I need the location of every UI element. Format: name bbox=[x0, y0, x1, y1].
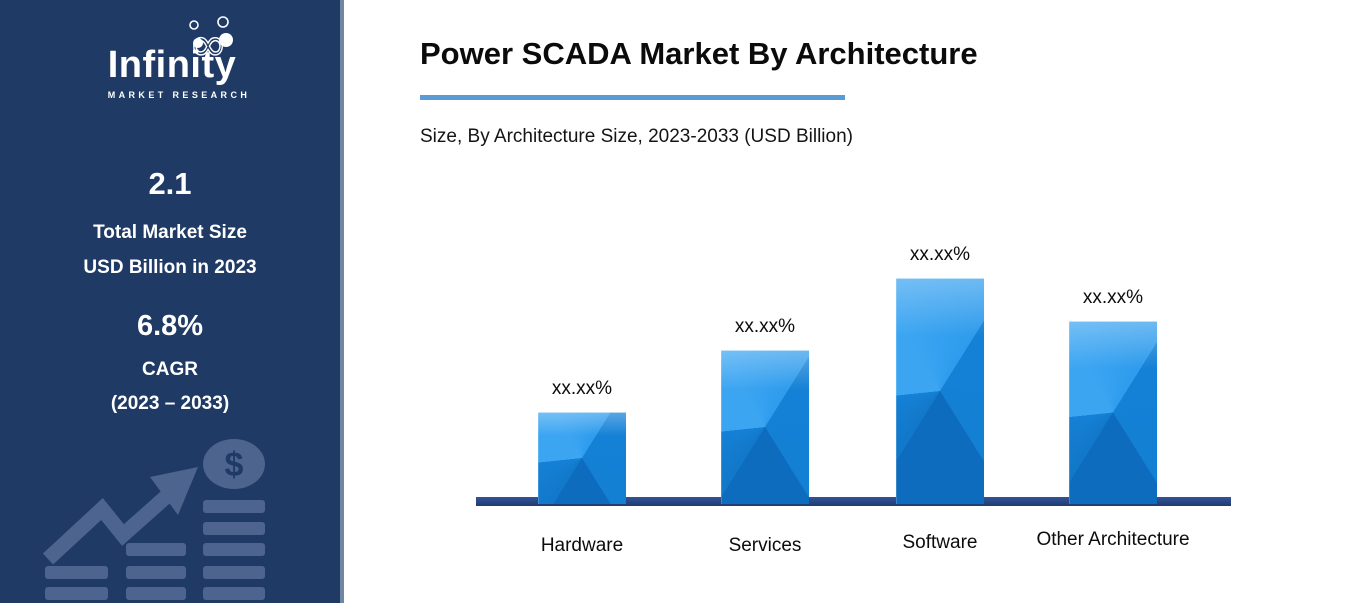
bar-group-services: xx.xx% bbox=[721, 316, 809, 504]
bar-chart: xx.xx% Hardware xx.xx% Services xx.xx% Softwa… bbox=[420, 230, 1280, 575]
category-label-software: Software bbox=[902, 532, 978, 553]
cagr-period: (2023 – 2033) bbox=[110, 393, 230, 414]
bar-services bbox=[721, 350, 809, 504]
growth-chart-dollar-icon: $ bbox=[42, 439, 265, 600]
category-label-services: Services bbox=[728, 535, 802, 556]
market-size-label-line1: Total Market Size bbox=[93, 222, 247, 243]
bar-value-label-hardware: xx.xx% bbox=[551, 378, 613, 399]
bar-group-hardware: xx.xx% bbox=[538, 378, 626, 504]
svg-text:$: $ bbox=[225, 446, 244, 484]
bar-group-other-architecture: xx.xx% bbox=[1069, 287, 1157, 504]
category-label-other-architecture: Other Architecture bbox=[1036, 529, 1190, 550]
page-title: Power SCADA Market By Architecture bbox=[420, 36, 978, 71]
cagr-label: CAGR bbox=[142, 359, 198, 380]
bar-hardware bbox=[538, 412, 626, 504]
category-label-hardware: Hardware bbox=[540, 535, 624, 556]
brand-tagline: MARKET RESEARCH bbox=[107, 90, 251, 100]
bar-value-label-software: xx.xx% bbox=[909, 244, 971, 265]
bar-value-label-services: xx.xx% bbox=[734, 316, 796, 337]
brand-name: Infinity bbox=[107, 44, 237, 86]
x-axis-line bbox=[476, 497, 1231, 506]
bar-other-architecture bbox=[1069, 321, 1157, 504]
cagr-value: 6.8% bbox=[136, 310, 204, 342]
market-size-value: 2.1 bbox=[148, 166, 192, 201]
sidebar: ∞ Infinity MARKET RESEARCH 2.1 Total Mar… bbox=[0, 0, 344, 603]
infinity-icon: ∞ bbox=[188, 16, 233, 66]
brand-logo: ∞ Infinity MARKET RESEARCH bbox=[0, 14, 344, 106]
bar-value-label-other-architecture: xx.xx% bbox=[1082, 287, 1144, 308]
chart-subtitle: Size, By Architecture Size, 2023-2033 (U… bbox=[420, 126, 853, 147]
title-underline bbox=[420, 95, 845, 100]
market-size-label-line2: USD Billion in 2023 bbox=[83, 257, 257, 278]
bar-group-software: xx.xx% bbox=[896, 244, 984, 504]
bar-software bbox=[896, 278, 984, 504]
